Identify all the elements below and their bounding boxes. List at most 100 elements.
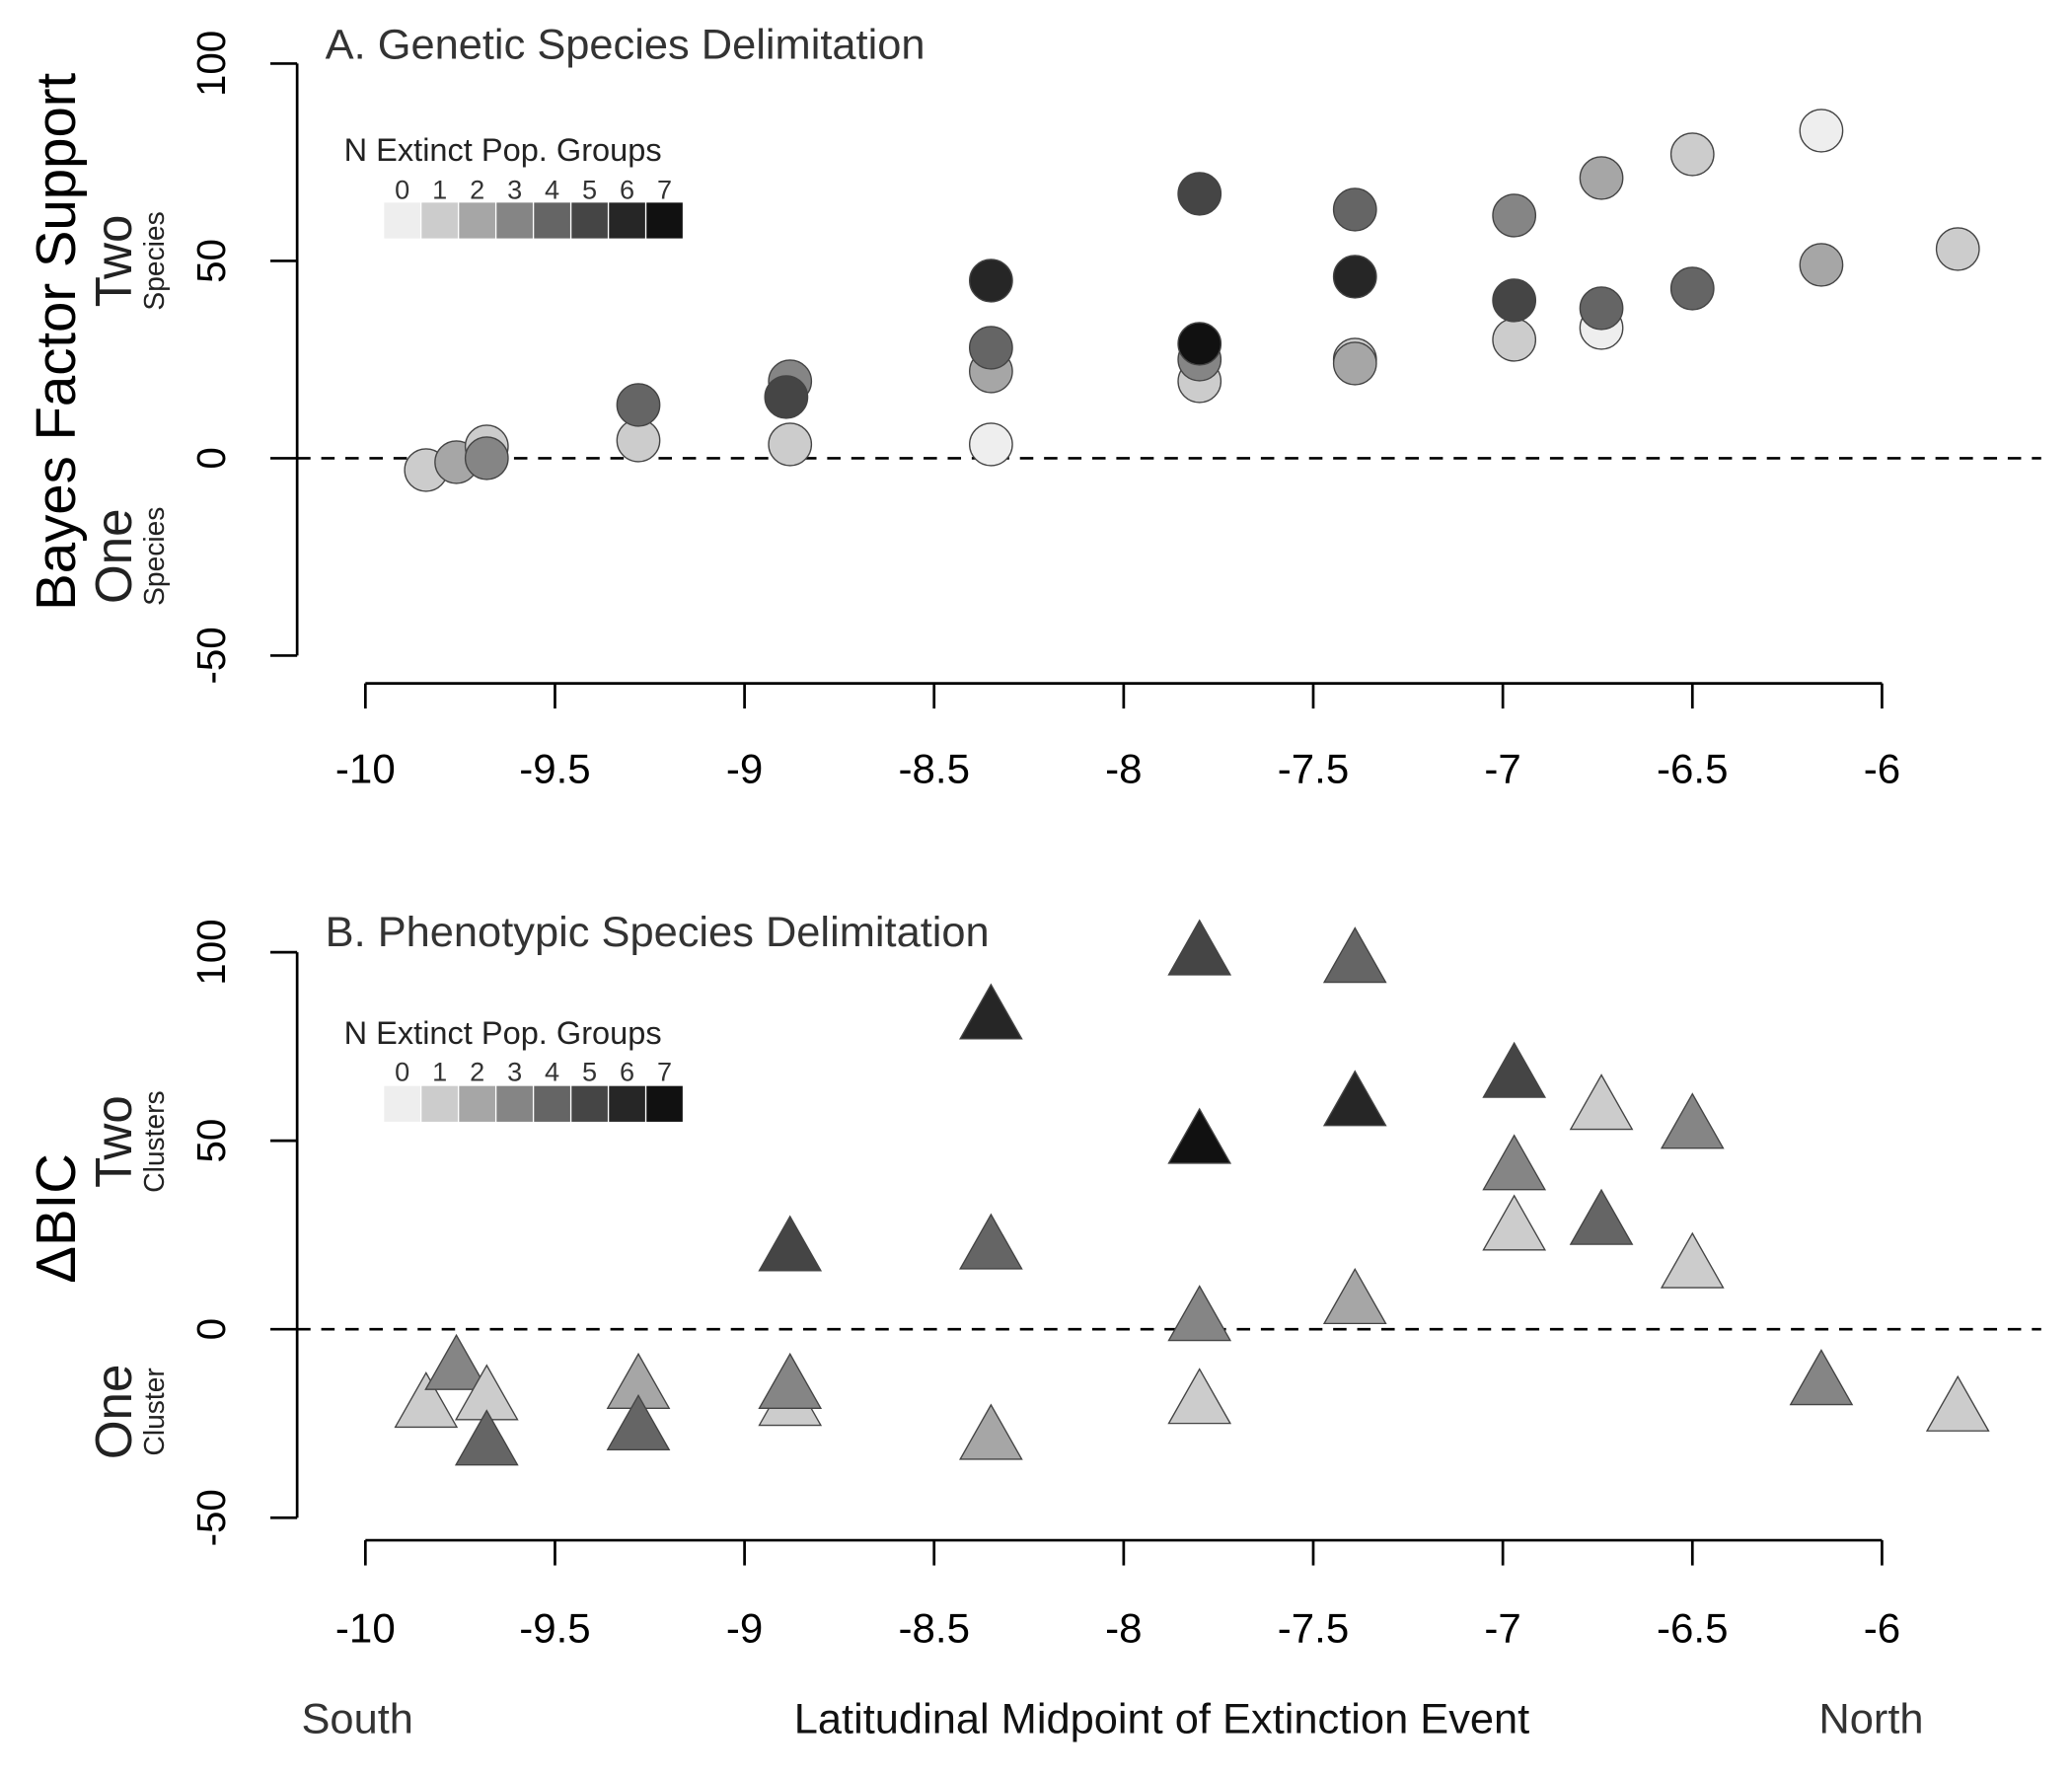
- point: [1332, 255, 1377, 299]
- y-tick-label: -50: [188, 1489, 234, 1546]
- legend-swatch: [421, 1085, 458, 1122]
- lower-label: One: [86, 1365, 142, 1459]
- point: [1925, 1374, 1990, 1432]
- point: [1799, 243, 1844, 287]
- legend-swatch: [384, 1085, 420, 1122]
- x-tick-label: -9: [726, 746, 763, 792]
- point: [1492, 318, 1537, 362]
- x-tick-label: -9.5: [519, 746, 590, 792]
- x-axis-label: Latitudinal Midpoint of Extinction Event: [794, 1696, 1529, 1743]
- point: [758, 1215, 823, 1272]
- x-tick-label: -7: [1484, 746, 1520, 792]
- point: [1167, 1107, 1232, 1164]
- legend-title: N Extinct Pop. Groups: [344, 132, 662, 168]
- south-label: South: [301, 1696, 412, 1743]
- point: [1482, 1041, 1547, 1098]
- point: [959, 1403, 1023, 1460]
- point: [606, 1393, 671, 1451]
- point: [1177, 322, 1222, 366]
- legend-label: 5: [582, 1058, 597, 1087]
- legend-swatch: [534, 202, 570, 239]
- x-tick-label: -10: [335, 1605, 396, 1652]
- legend-label: 0: [395, 176, 409, 205]
- point: [1332, 187, 1377, 232]
- legend-label: 1: [432, 1058, 447, 1087]
- x-tick-label: -7: [1484, 1605, 1520, 1652]
- y-tick-label: 0: [188, 447, 234, 469]
- legend-swatch: [571, 1085, 608, 1122]
- point: [968, 259, 1013, 303]
- x-tick-label: -7.5: [1278, 746, 1349, 792]
- point: [968, 422, 1013, 467]
- y-tick-label: -50: [188, 627, 234, 684]
- y-axis-label: Bayes Factor Support: [26, 73, 88, 611]
- point: [1669, 132, 1715, 177]
- point: [1579, 156, 1624, 200]
- point: [1569, 1188, 1634, 1245]
- lower-label: One: [86, 509, 142, 604]
- upper-label: Two: [86, 215, 142, 308]
- point: [1579, 286, 1624, 331]
- point: [1167, 1285, 1232, 1342]
- point: [1935, 227, 1980, 271]
- point: [394, 1371, 459, 1429]
- point: [959, 1213, 1023, 1270]
- point: [1789, 1349, 1854, 1406]
- legend-label: 7: [657, 176, 672, 205]
- y-tick-label: 100: [188, 31, 234, 97]
- legend-swatch: [496, 202, 533, 239]
- legend-swatch: [384, 202, 420, 239]
- point: [616, 383, 661, 427]
- point: [1332, 341, 1377, 386]
- x-tick-label: -6: [1864, 746, 1900, 792]
- point: [1669, 266, 1715, 311]
- legend-label: 6: [620, 1058, 634, 1087]
- legend-label: 6: [620, 176, 634, 205]
- point: [1322, 1070, 1387, 1127]
- point: [764, 375, 809, 419]
- point: [1322, 926, 1387, 984]
- point: [959, 983, 1023, 1040]
- legend-swatch: [459, 1085, 495, 1122]
- point: [1482, 1134, 1547, 1191]
- legend-label: 4: [545, 1058, 559, 1087]
- x-tick-label: -9: [726, 1605, 763, 1652]
- legend-label: 2: [470, 176, 484, 205]
- point: [1177, 172, 1222, 216]
- legend-swatch: [534, 1085, 570, 1122]
- x-tick-label: -8: [1105, 1605, 1142, 1652]
- point: [1482, 1194, 1547, 1251]
- legend-label: 5: [582, 176, 597, 205]
- point: [968, 326, 1013, 370]
- legend-title: N Extinct Pop. Groups: [344, 1015, 662, 1051]
- point: [768, 422, 813, 467]
- x-tick-label: -8: [1105, 746, 1142, 792]
- y-tick-label: 100: [188, 920, 234, 986]
- point: [454, 1409, 519, 1466]
- point: [1660, 1092, 1725, 1149]
- y-tick-label: 50: [188, 1119, 234, 1163]
- legend-swatch: [571, 202, 608, 239]
- point: [1492, 278, 1537, 323]
- lower-sublabel: Cluster: [139, 1368, 171, 1455]
- legend-swatch: [609, 1085, 645, 1122]
- legend-label: 7: [657, 1058, 672, 1087]
- x-tick-label: -10: [335, 746, 396, 792]
- x-tick-label: -6.5: [1657, 746, 1728, 792]
- legend-swatch: [421, 202, 458, 239]
- legend-label: 2: [470, 1058, 484, 1087]
- upper-sublabel: Clusters: [139, 1090, 171, 1192]
- point: [1660, 1231, 1725, 1289]
- point: [464, 436, 509, 481]
- x-tick-label: -6: [1864, 1605, 1900, 1652]
- legend-swatch: [646, 1085, 683, 1122]
- point: [1799, 109, 1844, 153]
- north-label: North: [1818, 1696, 1923, 1743]
- x-tick-label: -6.5: [1657, 1605, 1728, 1652]
- point: [758, 1352, 823, 1410]
- legend-swatch: [496, 1085, 533, 1122]
- point: [424, 1333, 488, 1390]
- point: [1322, 1267, 1387, 1325]
- x-tick-label: -9.5: [519, 1605, 590, 1652]
- legend-label: 4: [545, 176, 559, 205]
